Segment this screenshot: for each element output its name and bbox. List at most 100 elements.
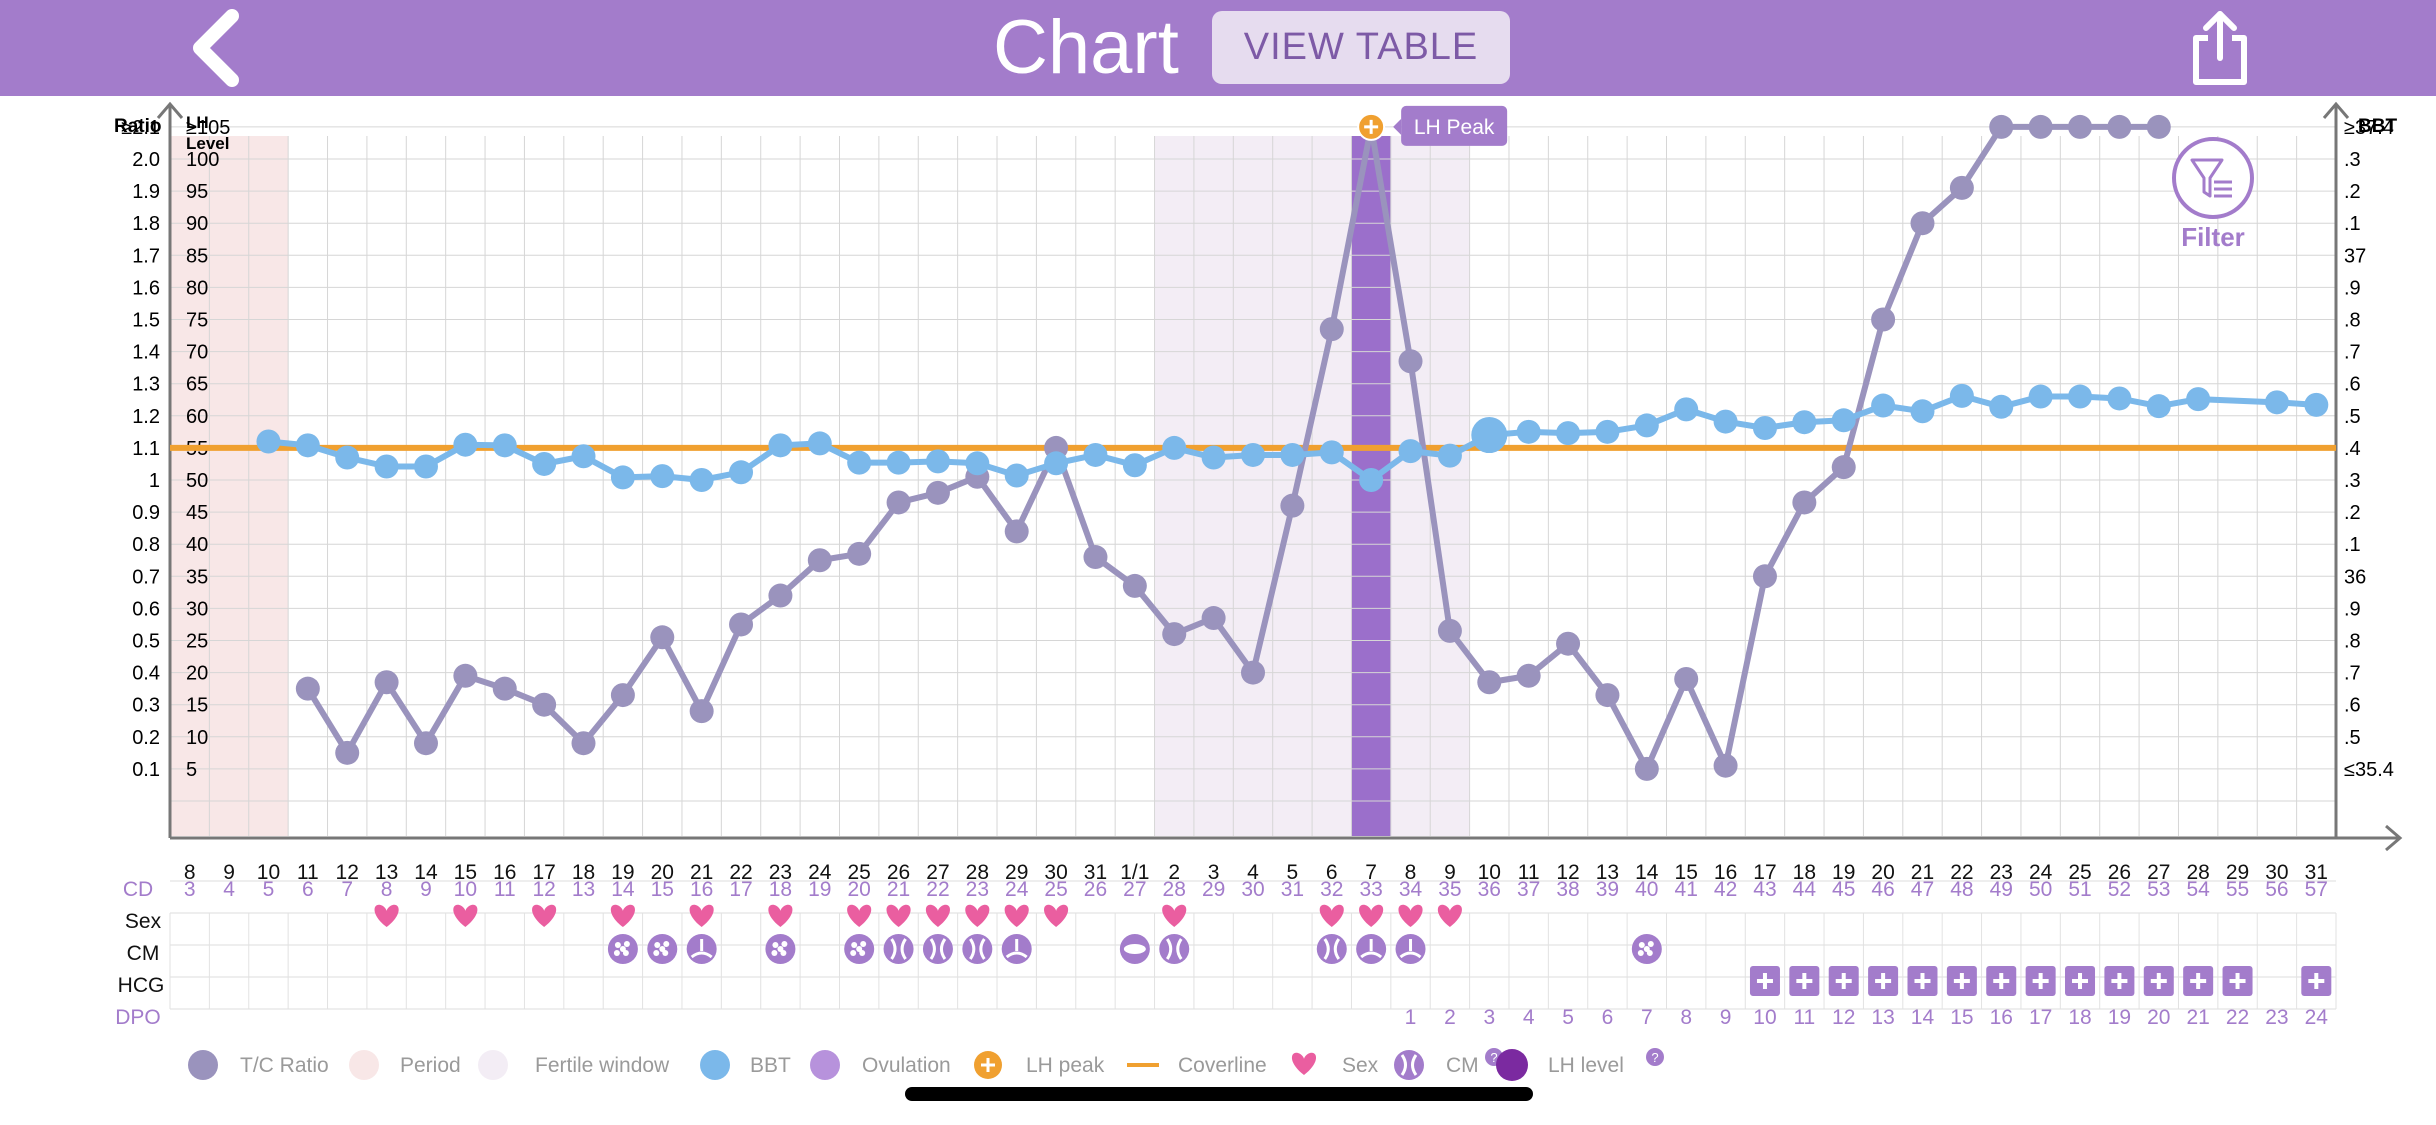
bbt-point [1949, 383, 1974, 408]
bbt-tick-label: .6 [2344, 374, 2361, 396]
bbt-point [1831, 408, 1856, 433]
bbt-tick-label: .2 [2344, 502, 2361, 524]
lh-peak-marker[interactable]: LH Peak [1357, 105, 1508, 146]
cd-value: 19 [808, 878, 831, 901]
date-label: 1/1 [1120, 861, 1149, 884]
date-label: 12 [1556, 861, 1579, 884]
bbt-point [2186, 387, 2211, 412]
dpo-value: 24 [2305, 1006, 2329, 1029]
tc-ratio-point [2146, 114, 2171, 139]
bbt-point [886, 450, 911, 475]
dpo-value: 6 [1602, 1006, 1614, 1029]
dpo-value: 13 [1871, 1006, 1894, 1029]
ratio-tick-label: 0.2 [132, 727, 160, 749]
date-label: 31 [1084, 861, 1107, 884]
chart-axes [156, 101, 2403, 852]
back-button[interactable] [180, 6, 250, 90]
cd-value: 17 [729, 878, 752, 901]
cd-value: 45 [1832, 878, 1855, 901]
bbt-tick-label: .9 [2344, 277, 2361, 299]
filter-button[interactable]: Filter [2172, 137, 2254, 252]
heart-icon [1004, 904, 1029, 927]
bbt-point [965, 451, 990, 476]
date-label: 21 [1911, 861, 1934, 884]
cd-value: 11 [494, 878, 516, 901]
tc-ratio-point [1162, 622, 1187, 647]
bbt-tick-label: .7 [2344, 663, 2361, 685]
cm-dots-icon [659, 946, 666, 952]
bbt-point [1162, 435, 1187, 460]
legend-label: Coverline [1178, 1054, 1267, 1077]
ratio-tick-label: 0.1 [132, 759, 160, 781]
tc-ratio-point [1989, 114, 2014, 139]
bbt-tick-label: .6 [2344, 695, 2361, 717]
bbt-point [689, 468, 714, 492]
bbt-tick-label: .3 [2344, 149, 2361, 171]
cm-icon [1394, 1050, 1424, 1080]
bbt-tick-label: .5 [2344, 727, 2361, 749]
ratio-tick-label: ≥2.1 [121, 117, 160, 139]
heart-icon [610, 904, 635, 927]
ratio-tick-label: 2.0 [132, 149, 160, 171]
cm-row-label: CM [127, 942, 160, 965]
ratio-tick-label: 1.2 [132, 406, 160, 428]
cd-value: 49 [1990, 878, 2013, 901]
cm-icon [922, 934, 953, 964]
cd-value: 31 [1281, 878, 1304, 901]
date-label: 13 [1596, 861, 1619, 884]
ratio-tick-label: 1.5 [132, 310, 160, 332]
date-label: 10 [1478, 861, 1501, 884]
ratio-tick-label: 1.9 [132, 181, 160, 203]
bbt-point [335, 445, 360, 470]
tc-ratio-point [650, 625, 675, 650]
cm-bow-icon [890, 938, 907, 960]
filter-icon-lines [2214, 180, 2232, 198]
date-label: 17 [1753, 861, 1776, 884]
bbt-point [1398, 439, 1423, 464]
cm-dots-icon [850, 950, 857, 956]
share-button[interactable] [2180, 6, 2260, 90]
tc-ratio-point [1280, 493, 1305, 518]
cd-value: 40 [1635, 878, 1658, 901]
cd-value: 24 [1005, 878, 1029, 901]
dpo-value: 1 [1405, 1006, 1417, 1029]
date-label: 14 [414, 861, 438, 884]
hcg-plus-cross [1953, 973, 1970, 989]
tc-ratio-point [532, 692, 557, 717]
heart-icon [1044, 904, 1069, 927]
tc-ratio-point [335, 740, 360, 765]
share-icon [2193, 11, 2247, 85]
legend: T/C Ratio Period Fertile window BBT Ovulatio… [188, 1048, 1664, 1081]
tc-ratio-point [295, 676, 320, 701]
legend-label: LH level [1548, 1054, 1624, 1077]
legend-label: Sex [1342, 1054, 1379, 1077]
cm-stretch-icon [1005, 939, 1028, 959]
bbt-point [768, 433, 793, 458]
lh-tick-label: 60 [186, 406, 208, 428]
bbt-point [256, 429, 281, 454]
chart-series [256, 114, 2329, 781]
legend-label: Fertile window [535, 1054, 670, 1077]
lh-tick-label: 65 [186, 374, 208, 396]
bbt-point [453, 432, 478, 457]
plus-icon-cross [1364, 119, 1379, 134]
lh-tick-label: 15 [186, 695, 208, 717]
tc-ratio-point [2068, 114, 2093, 139]
heart-icon [1162, 904, 1187, 927]
lh-tick-label: 25 [186, 631, 208, 653]
ratio-tick-label: 0.8 [132, 534, 160, 556]
lh-tick-label: 100 [186, 149, 219, 171]
dpo-value: 8 [1680, 1006, 1692, 1029]
tc-ratio-point [2028, 114, 2053, 139]
legend-label: Period [400, 1054, 461, 1077]
date-label: 26 [887, 861, 910, 884]
hcg-plus-cross [2190, 973, 2207, 989]
cd-value: 18 [769, 878, 792, 901]
view-table-button[interactable]: VIEW TABLE [1212, 11, 1510, 84]
help-icon[interactable] [1646, 1048, 1664, 1066]
bbt-point [925, 449, 950, 474]
hcg-plus-cross [2032, 973, 2049, 989]
bbt-point [2304, 392, 2329, 417]
home-indicator [905, 1087, 1533, 1101]
